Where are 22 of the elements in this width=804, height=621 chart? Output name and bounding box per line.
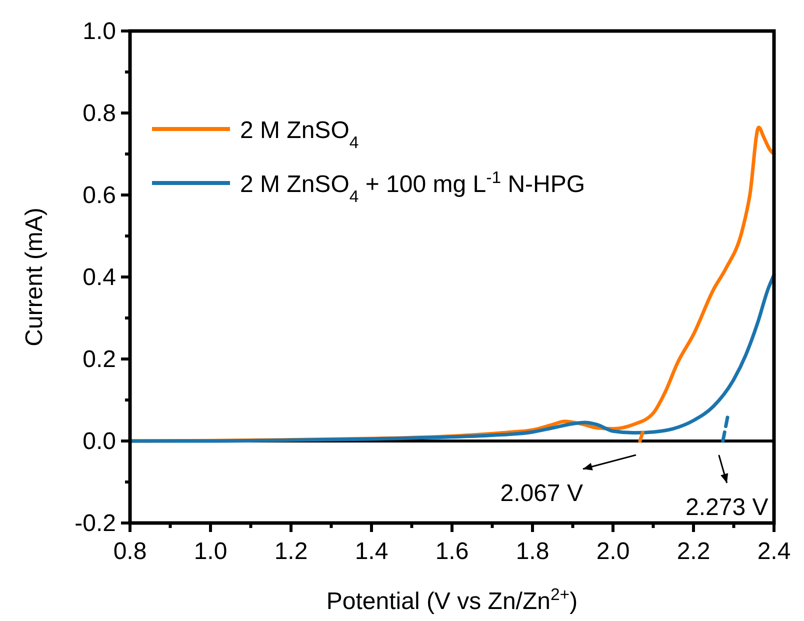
y-tick-label: 0.6 <box>82 182 116 209</box>
y-tick-label: 1.0 <box>82 18 116 45</box>
x-tick-label: 1.6 <box>435 538 469 565</box>
annotation: 2.067 V <box>500 480 583 507</box>
legend-label: 2 M ZnSO$_{4}$ + 100 mg L$^{-1}$ N-HPG <box>240 168 586 206</box>
x-tick-label: 1.2 <box>274 538 308 565</box>
y-axis-title: Current (mA) <box>21 208 48 346</box>
y-tick-label: 0.0 <box>82 428 116 455</box>
x-tick-label: 1.0 <box>194 538 228 565</box>
annotation: 2.273 V <box>686 494 768 521</box>
x-axis-title: Potential (V vs Zn/Zn$^{2+}$) <box>326 584 578 615</box>
y-tick-label: 0.8 <box>82 100 116 127</box>
y-tick-label: -0.2 <box>74 510 116 537</box>
x-tick-label: 1.4 <box>354 538 388 565</box>
y-tick-label: 0.2 <box>82 346 116 373</box>
y-tick-label: 0.4 <box>82 264 116 291</box>
legend-label: 2 M ZnSO$_{4}$ <box>240 117 359 152</box>
x-tick-label: 1.8 <box>516 538 550 565</box>
x-tick-label: 2.2 <box>676 538 710 565</box>
x-tick-label: 2.0 <box>596 538 630 565</box>
x-tick-label: 2.4 <box>757 538 791 565</box>
x-tick-label: 0.8 <box>113 538 147 565</box>
